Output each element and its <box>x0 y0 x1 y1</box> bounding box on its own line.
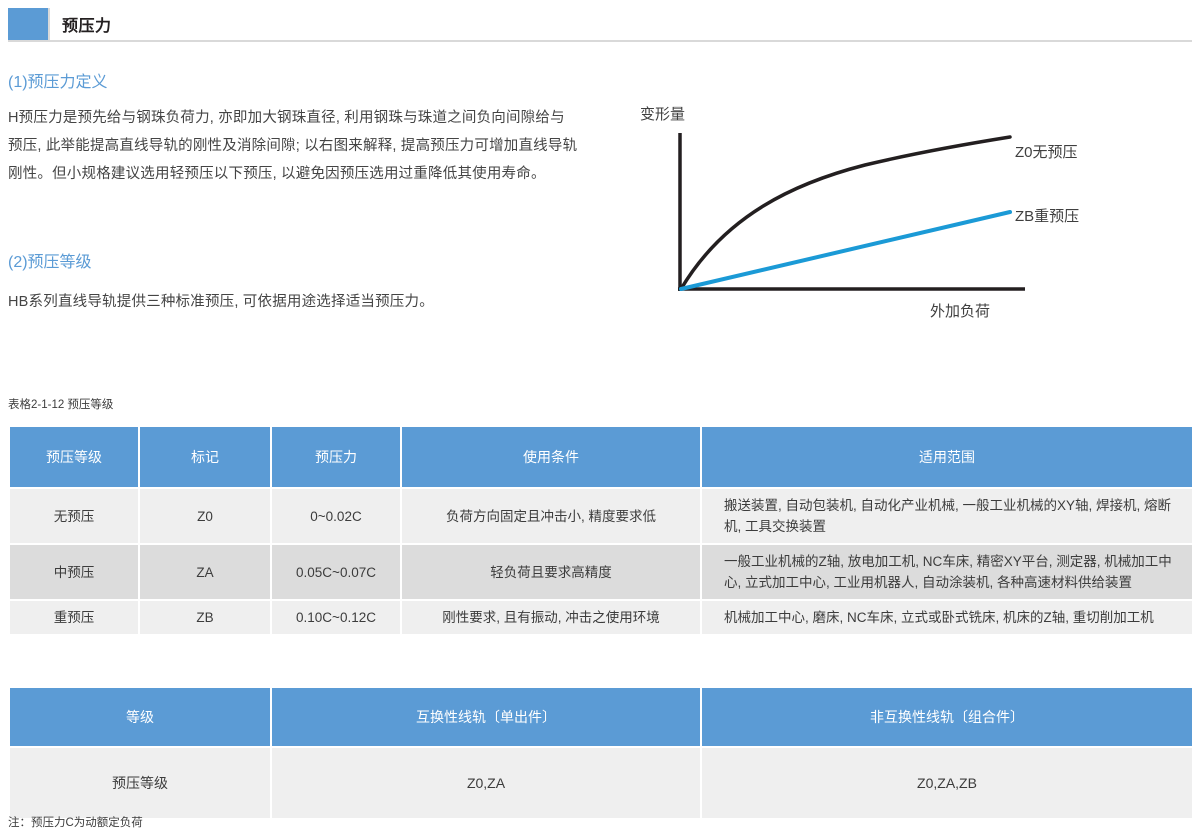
interchangeability-grade-table: 等级 互换性线轨〔单出件〕 非互换性线轨〔组合件〕 预压等级 Z0,ZA Z0,… <box>8 686 1194 820</box>
chart-series-label-zb: ZB重预压 <box>1015 208 1080 225</box>
series-line-z0 <box>679 135 1012 291</box>
cell-grade: 中预压 <box>8 543 140 601</box>
chart-series-label-z0: Z0无预压 <box>1015 144 1078 161</box>
cell-mark: ZB <box>138 599 272 636</box>
column-header-condition: 使用条件 <box>400 425 702 489</box>
cell-grade: 重预压 <box>8 599 140 636</box>
cell-condition: 刚性要求, 且有振动, 冲击之使用环境 <box>400 599 702 636</box>
column-header-application: 适用范围 <box>700 425 1194 489</box>
series-line-zb <box>679 210 1012 291</box>
cell-mark: ZA <box>138 543 272 601</box>
cell-application: 机械加工中心, 磨床, NC车床, 立式或卧式铣床, 机床的Z轴, 重切削加工机 <box>700 599 1194 636</box>
column-header-mark: 标记 <box>138 425 272 489</box>
chart-x-axis-label: 外加负荷 <box>930 303 991 320</box>
table-header-row: 预压等级 标记 预压力 使用条件 适用范围 <box>8 425 1194 489</box>
preload-deformation-chart: 变形量 外加负荷 Z0无预压 ZB重预压 <box>615 95 1200 335</box>
page-header: 预压力 <box>8 8 1192 42</box>
cell-force: 0~0.02C <box>270 487 402 545</box>
section-paragraph-grades: HB系列直线导轨提供三种标准预压, 可依据用途选择适当预压力。 <box>8 294 434 310</box>
column-header-force: 预压力 <box>270 425 402 489</box>
chart-svg <box>678 133 1025 291</box>
cell-condition: 负荷方向固定且冲击小, 精度要求低 <box>400 487 702 545</box>
cell-non-interchangeable: Z0,ZA,ZB <box>700 746 1194 820</box>
column-header-grade: 预压等级 <box>8 425 140 489</box>
column-header-non-interchangeable: 非互换性线轨〔组合件〕 <box>700 686 1194 748</box>
section-paragraph-definition: H预压力是预先给与钢珠负荷力, 亦即加大钢珠直径, 利用钢珠与珠道之间负向间隙给… <box>8 110 578 182</box>
cell-force: 0.10C~0.12C <box>270 599 402 636</box>
chart-y-axis-label: 变形量 <box>640 106 686 123</box>
cell-grade-level: 预压等级 <box>8 746 272 820</box>
preload-grade-table: 预压等级 标记 预压力 使用条件 适用范围 无预压 Z0 0~0.02C 负荷方… <box>8 425 1194 636</box>
header-accent-swatch <box>8 8 48 40</box>
column-header-grade-level: 等级 <box>8 686 272 748</box>
cell-application: 搬送装置, 自动包装机, 自动化产业机械, 一般工业机械的XY轴, 焊接机, 熔… <box>700 487 1194 545</box>
cell-condition: 轻负荷且要求高精度 <box>400 543 702 601</box>
cell-interchangeable: Z0,ZA <box>270 746 702 820</box>
page-title: 预压力 <box>62 18 112 35</box>
table-caption-preload: 表格2-1-12 预压等级 <box>8 399 114 411</box>
section-heading-grades: (2)预压等级 <box>8 254 92 271</box>
table-row: 中预压 ZA 0.05C~0.07C 轻负荷且要求高精度 一般工业机械的Z轴, … <box>8 543 1194 601</box>
column-header-interchangeable: 互换性线轨〔单出件〕 <box>270 686 702 748</box>
cell-grade: 无预压 <box>8 487 140 545</box>
section-heading-definition: (1)预压力定义 <box>8 74 108 91</box>
table-row: 预压等级 Z0,ZA Z0,ZA,ZB <box>8 746 1194 820</box>
cell-mark: Z0 <box>138 487 272 545</box>
page-title-wrap: 预压力 <box>48 8 1192 40</box>
cell-force: 0.05C~0.07C <box>270 543 402 601</box>
table-row: 重预压 ZB 0.10C~0.12C 刚性要求, 且有振动, 冲击之使用环境 机… <box>8 599 1194 636</box>
table-header-row: 等级 互换性线轨〔单出件〕 非互换性线轨〔组合件〕 <box>8 686 1194 748</box>
cell-application: 一般工业机械的Z轴, 放电加工机, NC车床, 精密XY平台, 测定器, 机械加… <box>700 543 1194 601</box>
table-row: 无预压 Z0 0~0.02C 负荷方向固定且冲击小, 精度要求低 搬送装置, 自… <box>8 487 1194 545</box>
table-footnote: 注：预压力C为动额定负荷 <box>8 817 143 829</box>
